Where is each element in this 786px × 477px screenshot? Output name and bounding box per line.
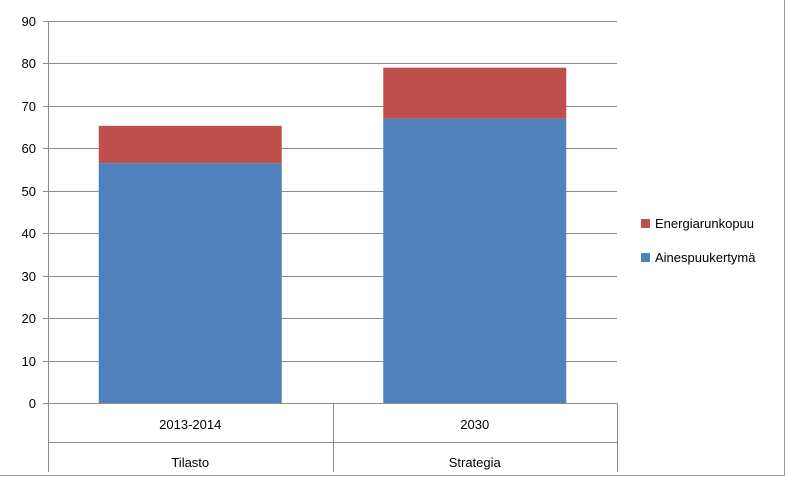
y-tick-label: 90 <box>22 14 36 29</box>
y-tick-label: 60 <box>22 141 36 156</box>
legend: Energiarunkopuu Ainespuukertymä <box>641 216 756 265</box>
bar-energiarunkopuu-1 <box>383 67 567 119</box>
legend-label: Energiarunkopuu <box>655 216 754 231</box>
bar-ainespuukertyma-0 <box>98 163 282 403</box>
y-tick-label: 30 <box>22 269 36 284</box>
bars <box>98 67 567 403</box>
y-tick-label: 20 <box>22 311 36 326</box>
bar-ainespuukertyma-1 <box>383 118 567 403</box>
y-tick-label: 70 <box>22 99 36 114</box>
y-tick-label: 80 <box>22 56 36 71</box>
y-tick-label: 10 <box>22 354 36 369</box>
y-axis: 0 10 20 30 40 50 60 70 80 90 <box>22 14 49 411</box>
legend-label: Ainespuukertymä <box>655 250 756 265</box>
bar-energiarunkopuu-0 <box>98 125 282 164</box>
legend-swatch <box>641 219 650 228</box>
y-tick-label: 0 <box>29 396 36 411</box>
x-axis: 2013-2014 Tilasto 2030 Strategia <box>48 403 618 472</box>
y-tick-label: 50 <box>22 184 36 199</box>
x-group-label: Tilasto <box>171 455 209 470</box>
legend-swatch <box>641 253 650 262</box>
x-group-label: Strategia <box>449 455 502 470</box>
x-category-label: 2013-2014 <box>159 417 221 432</box>
y-tick-label: 40 <box>22 226 36 241</box>
x-category-label: 2030 <box>460 417 489 432</box>
